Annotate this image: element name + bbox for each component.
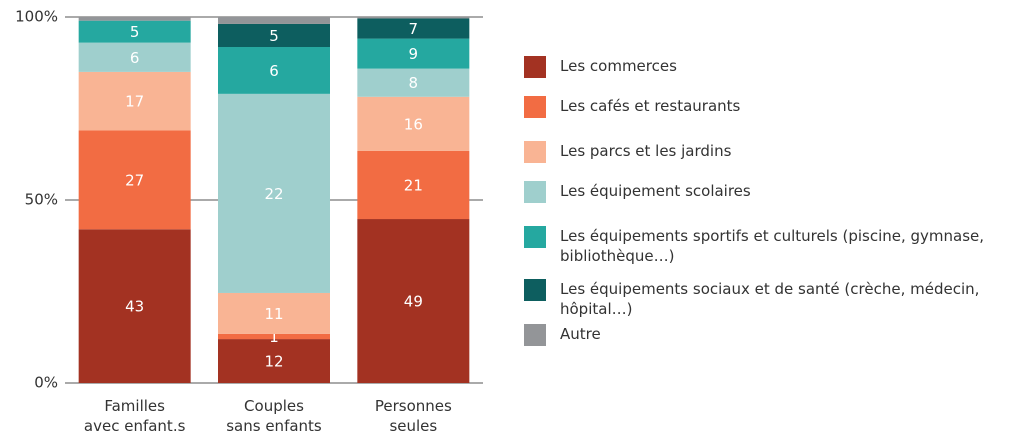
legend-swatch	[524, 226, 546, 248]
legend-label: Les cafés et restaurants	[560, 97, 741, 115]
legend-item: Les parcs et les jardins	[524, 141, 1014, 163]
bar-segment	[357, 96, 470, 151]
x-tick-label: Familles avec enfant.s	[83, 397, 186, 435]
legend-swatch	[524, 141, 546, 163]
legend-swatch	[524, 324, 546, 346]
bar-segment	[78, 42, 191, 72]
bar-segment	[218, 23, 330, 48]
bar-segment	[218, 333, 330, 340]
legend-label: Les commerces	[560, 57, 677, 75]
data-label: 17	[125, 93, 144, 111]
bar-segment	[357, 68, 470, 97]
bar-segment	[357, 17, 470, 19]
bar-segment	[357, 38, 470, 69]
legend-item: Les cafés et restaurants	[524, 96, 1014, 118]
legend-label: Les équipement scolaires	[560, 182, 751, 200]
data-label: 11	[264, 305, 283, 323]
data-label: 22	[264, 185, 283, 203]
bar-segment	[357, 150, 470, 220]
bar-segment	[218, 47, 330, 94]
data-label: 21	[404, 176, 423, 194]
data-label: 16	[404, 115, 423, 133]
legend-item: Autre	[524, 324, 1014, 346]
legend-label: Les équipements sportifs et culturels (p…	[560, 227, 985, 265]
data-label: 5	[130, 23, 140, 41]
data-label: 27	[125, 171, 144, 189]
bar-segment	[78, 130, 191, 230]
bar-segment	[78, 229, 191, 383]
bar-segment	[357, 18, 470, 39]
legend-swatch	[524, 56, 546, 78]
data-label: 49	[404, 293, 423, 311]
legend-swatch	[524, 181, 546, 203]
data-label: 8	[409, 74, 419, 92]
y-tick-label: 100%	[15, 8, 58, 26]
bar-segment	[78, 20, 191, 43]
legend-label: Les équipements sociaux et de santé (crè…	[560, 280, 980, 318]
data-label: 5	[269, 27, 279, 45]
data-label: 7	[409, 20, 419, 38]
legend-label: Les parcs et les jardins	[560, 142, 732, 160]
x-tick-label: Personnes seules	[374, 397, 452, 435]
data-label: 43	[125, 298, 144, 316]
legend-swatch	[524, 279, 546, 301]
legend-label: Autre	[560, 325, 601, 343]
data-label: 6	[130, 49, 140, 67]
legend-swatch	[524, 96, 546, 118]
data-label: 1	[269, 328, 279, 346]
legend-item: Les équipements sociaux et de santé (crè…	[524, 279, 1014, 319]
data-label: 6	[269, 62, 279, 80]
y-tick-label: 50%	[25, 191, 58, 209]
bar-segment	[357, 219, 470, 383]
legend-item: Les équipements sportifs et culturels (p…	[524, 226, 1014, 266]
y-tick-label: 0%	[34, 374, 58, 392]
data-label: 9	[409, 45, 419, 63]
legend-item: Les équipement scolaires	[524, 181, 1014, 203]
bar-segment	[218, 17, 330, 24]
bar-segment	[218, 292, 330, 334]
bar-segment	[78, 17, 191, 21]
bar-segment	[218, 93, 330, 293]
legend-item: Les commerces	[524, 56, 1014, 78]
x-tick-label: Couples sans enfants	[226, 397, 322, 435]
data-label: 12	[264, 353, 283, 371]
bar-segment	[78, 71, 191, 131]
bar-segment	[218, 339, 330, 383]
